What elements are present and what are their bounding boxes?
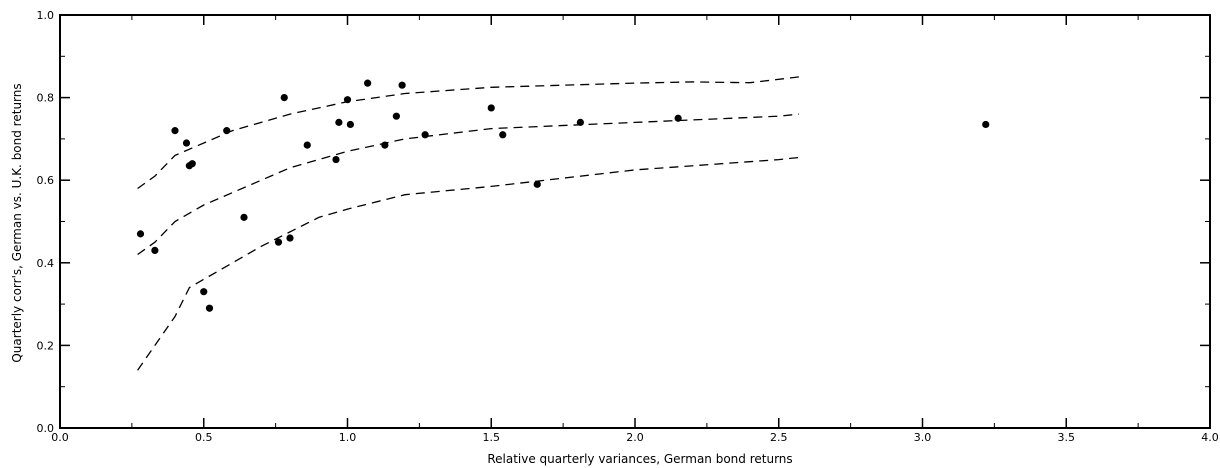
data-point [303, 141, 311, 149]
x-tick-label: 1.5 [483, 431, 501, 444]
data-point [188, 160, 196, 168]
y-tick-label: 0.4 [37, 257, 55, 270]
data-point [205, 304, 214, 312]
data-point [343, 96, 352, 104]
data-point [200, 288, 208, 296]
data-point [240, 213, 248, 221]
data-point [182, 139, 191, 147]
data-point [499, 131, 507, 139]
data-point [151, 246, 159, 255]
data-point [136, 230, 145, 238]
x-tick-label: 3.5 [1058, 431, 1076, 444]
data-point [421, 131, 429, 139]
data-point [335, 118, 343, 126]
y-tick-label: 0.8 [37, 92, 55, 105]
x-tick-label: 2.0 [626, 431, 644, 444]
data-point [982, 120, 990, 129]
data-point [533, 180, 541, 188]
dashed-curve-2 [137, 113, 799, 256]
data-point [674, 114, 682, 122]
y-tick-label: 1.0 [37, 9, 55, 22]
data-point [398, 81, 406, 89]
data-point [280, 94, 288, 102]
data-point [274, 238, 283, 246]
dashed-curves-layer [137, 76, 799, 371]
data-point [576, 118, 584, 126]
data-point [171, 127, 179, 135]
x-tick-label: 1.0 [339, 431, 357, 444]
data-point [392, 112, 400, 120]
data-point [286, 234, 294, 242]
x-tick-label: 2.5 [770, 431, 788, 444]
x-tick-label: 0.0 [51, 431, 69, 444]
data-point [381, 141, 389, 149]
data-point [332, 155, 340, 164]
y-axis-title: Quarterly corr's, German vs. U.K. bond r… [10, 83, 24, 362]
dashed-curve-1 [137, 76, 799, 190]
y-tick-label: 0.2 [37, 339, 55, 352]
data-point [364, 79, 372, 87]
y-tick-label: 0.0 [37, 422, 55, 435]
axes-layer: 0.0 0.5 1.0 1.5 2.0 2.5 3.0 3.5 4.0 0.0 0.2 0.4 0.6 0… [37, 9, 1219, 444]
data-point [223, 127, 231, 135]
x-tick-label: 4.0 [1201, 431, 1219, 444]
x-tick-label: 3.0 [914, 431, 932, 444]
x-tick-label: 0.5 [195, 431, 213, 444]
data-point [346, 120, 354, 129]
y-tick-label: 0.6 [37, 174, 55, 187]
data-point [487, 104, 495, 112]
plot-frame [59, 14, 1211, 429]
x-axis-title: Relative quarterly variances, German bon… [487, 452, 792, 466]
data-points-layer [136, 79, 990, 312]
dashed-curve-3 [137, 156, 799, 371]
